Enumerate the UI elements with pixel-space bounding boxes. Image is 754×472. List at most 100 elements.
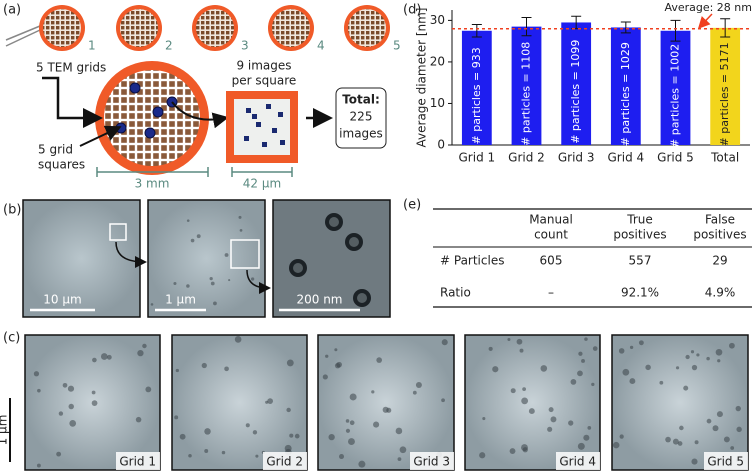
particle: [638, 340, 644, 346]
grid-number: 4: [317, 39, 325, 53]
particle: [659, 380, 664, 385]
grid-label: Grid 4: [559, 455, 596, 469]
error-bar: [521, 16, 532, 37]
error-bar: [670, 19, 681, 42]
particle: [234, 336, 242, 343]
particle: [349, 393, 357, 401]
table-header: count: [534, 228, 568, 242]
particle: [723, 436, 730, 443]
x-tick-label: Grid 5: [657, 151, 694, 165]
grid-mesh: [43, 9, 81, 47]
particle: [548, 407, 554, 413]
particle: [577, 370, 583, 377]
y-axis-label: Average diameter [nm]: [415, 8, 429, 148]
panel-label: (d): [403, 3, 421, 18]
particle: [345, 419, 350, 423]
particle: [224, 253, 229, 257]
particle-core: [349, 237, 359, 247]
particle: [706, 418, 712, 424]
particle: [547, 426, 553, 432]
bar-label: # particles = 1029: [619, 42, 632, 146]
x-tick-label: Total: [710, 151, 739, 165]
table-cell: 557: [629, 254, 652, 268]
particle: [286, 407, 291, 413]
error-bar: [471, 24, 482, 38]
particle: [629, 345, 634, 350]
x-tick-label: Grid 3: [558, 151, 595, 165]
particle: [179, 433, 186, 440]
y-tick-label: 10: [430, 96, 445, 110]
label: 225: [350, 110, 373, 124]
error-bar: [720, 18, 731, 38]
error-bar: [720, 18, 731, 38]
particle: [522, 387, 526, 392]
table-cell: # Particles: [440, 254, 504, 268]
particle: [397, 457, 402, 461]
particle: [348, 438, 355, 446]
particle: [265, 400, 269, 404]
particle: [479, 452, 486, 459]
particle: [717, 359, 721, 363]
particle: [691, 458, 698, 465]
particle: [284, 444, 292, 452]
zoom-arrow: [246, 269, 271, 294]
y-tick-label: 0: [437, 138, 445, 152]
particle: [252, 430, 258, 435]
bar: [561, 22, 592, 145]
particle: [186, 219, 190, 222]
particle: [592, 346, 598, 351]
particle: [675, 366, 680, 370]
particle: [521, 397, 529, 405]
particle: [56, 451, 62, 457]
particle: [622, 368, 630, 376]
particle: [67, 385, 75, 392]
particle: [213, 301, 217, 306]
particle: [550, 416, 557, 423]
particle: [581, 359, 585, 363]
particle: [175, 368, 179, 373]
grid-mesh: [348, 9, 386, 47]
particle: [618, 348, 625, 354]
particle: [516, 338, 523, 345]
grid-label-box: [410, 452, 454, 470]
particle: [245, 423, 250, 428]
bar-label: # particles = 933: [470, 47, 483, 144]
particle-core: [329, 217, 339, 227]
particle: [570, 379, 577, 385]
particle: [386, 407, 392, 413]
bar-label: # particles = 5171: [718, 42, 731, 146]
average-arrow: [697, 13, 713, 29]
particle: [186, 284, 190, 288]
y-tick-label: 20: [430, 54, 445, 68]
table-header: False: [705, 213, 735, 227]
label: images: [339, 127, 383, 141]
particle: [583, 434, 590, 441]
particle-core: [293, 263, 303, 273]
grid-label-box: [116, 452, 160, 470]
particle: [210, 281, 215, 286]
particle: [142, 343, 147, 349]
zoom-box: [109, 223, 127, 241]
particle: [228, 279, 231, 282]
particle: [645, 364, 651, 371]
grid-label-box: [263, 452, 307, 470]
error-bar: [670, 19, 681, 42]
particle: [540, 365, 548, 372]
particle: [578, 351, 583, 356]
grid-mesh: [196, 9, 234, 47]
bar: [461, 30, 492, 146]
particle: [338, 454, 345, 460]
particle: [679, 425, 684, 431]
particle: [204, 449, 209, 453]
average-label: Average: 28 nm: [664, 1, 752, 14]
grid-label: Grid 2: [266, 455, 303, 469]
particle: [294, 433, 300, 439]
particle: [58, 411, 64, 416]
grid-label-box: [704, 452, 748, 470]
grid-mesh: [120, 9, 158, 47]
x-tick-label: Grid 2: [508, 151, 545, 165]
particle: [584, 337, 588, 341]
grid-label: Grid 5: [707, 455, 744, 469]
particle: [135, 416, 142, 423]
micrograph: [147, 199, 266, 318]
